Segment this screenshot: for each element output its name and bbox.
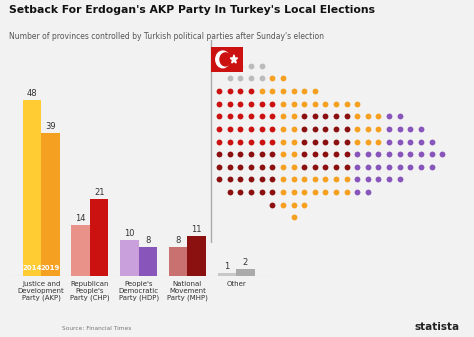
Text: 10: 10 bbox=[124, 229, 135, 238]
Text: 8: 8 bbox=[175, 236, 181, 245]
Bar bbox=[72, 225, 90, 276]
Text: Source: Financial Times: Source: Financial Times bbox=[62, 326, 131, 331]
Text: 14: 14 bbox=[75, 214, 86, 223]
Text: 21: 21 bbox=[94, 188, 104, 197]
Text: 2019: 2019 bbox=[41, 265, 60, 271]
Bar bbox=[218, 273, 236, 276]
Circle shape bbox=[216, 51, 230, 68]
Bar bbox=[23, 100, 41, 276]
Bar bbox=[169, 247, 187, 276]
Bar bbox=[120, 240, 138, 276]
Bar bbox=[90, 199, 109, 276]
Text: 39: 39 bbox=[45, 122, 56, 131]
Text: 2014: 2014 bbox=[22, 265, 42, 271]
Bar bbox=[236, 269, 255, 276]
Text: 2: 2 bbox=[243, 258, 248, 267]
Text: statista: statista bbox=[415, 322, 460, 332]
Bar bbox=[41, 133, 60, 276]
Text: 11: 11 bbox=[191, 225, 202, 234]
FancyBboxPatch shape bbox=[210, 47, 243, 72]
Bar bbox=[138, 247, 157, 276]
Text: 48: 48 bbox=[27, 89, 37, 98]
Text: 8: 8 bbox=[145, 236, 151, 245]
Polygon shape bbox=[230, 55, 237, 63]
Text: Number of provinces controlled by Turkish political parties after Sunday's elect: Number of provinces controlled by Turkis… bbox=[9, 32, 325, 41]
Bar bbox=[187, 236, 206, 276]
Text: 1: 1 bbox=[224, 262, 229, 271]
Text: Setback For Erdogan's AKP Party In Turkey's Local Elections: Setback For Erdogan's AKP Party In Turke… bbox=[9, 5, 375, 15]
Circle shape bbox=[220, 53, 231, 66]
